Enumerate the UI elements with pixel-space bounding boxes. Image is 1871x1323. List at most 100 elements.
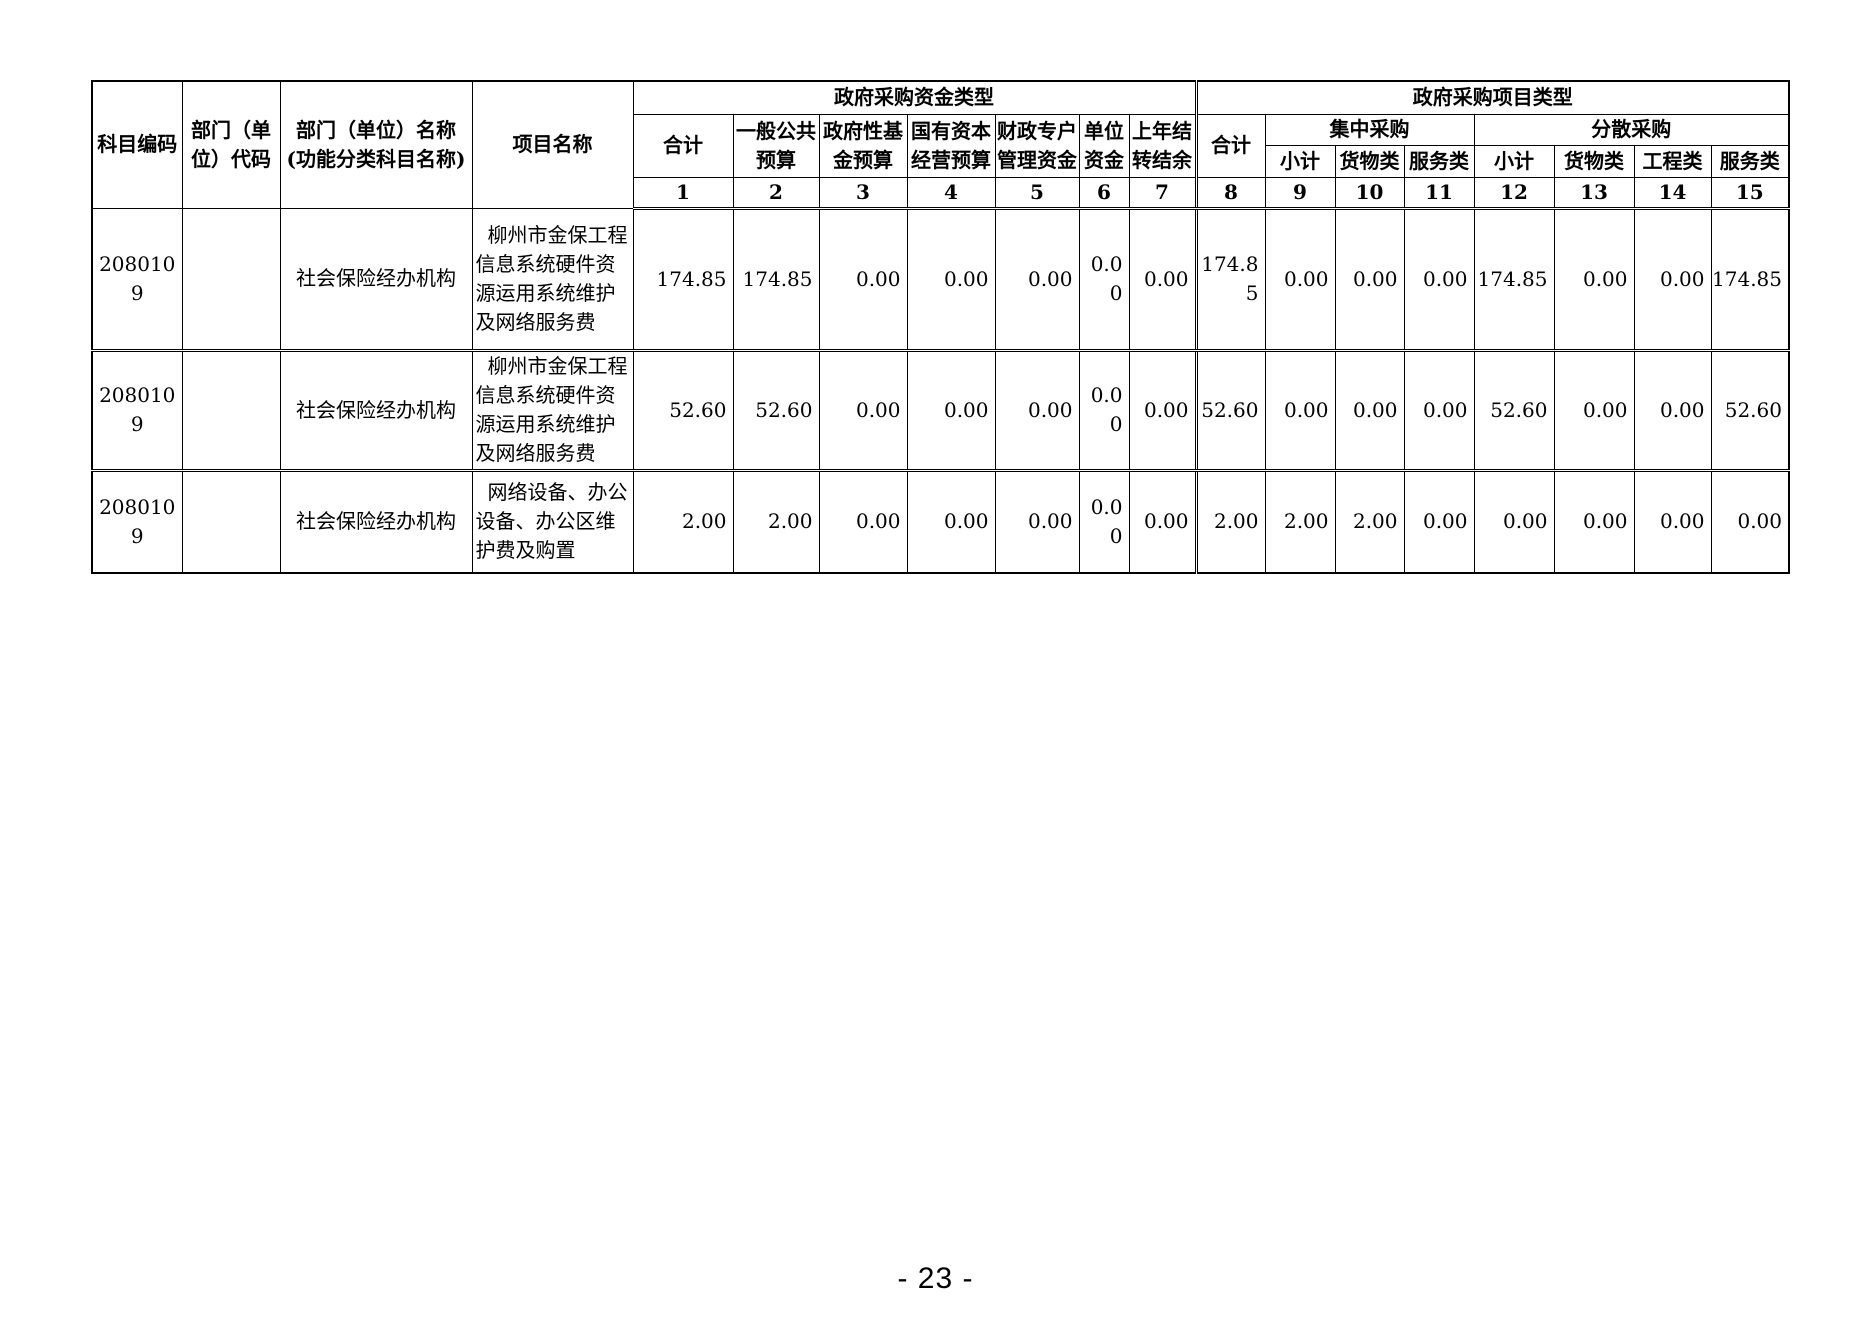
header-item-total: 合计 (1194, 113, 1266, 178)
cell-value: 52.60 (1710, 349, 1790, 472)
header-centralized-goods: 货物类 (1334, 144, 1405, 178)
header-govt-fund-budget: 政府性基金预算 (818, 113, 908, 178)
header-decentralized-group: 分散采购 (1473, 113, 1790, 146)
table-row: 2080109 社会保险经办机构 柳州市金保工程信息系统硬件资源运用系统维护及网… (91, 349, 1790, 472)
header-state-capital-budget: 国有资本经营预算 (906, 113, 996, 178)
cell-dept-name: 社会保险经办机构 (279, 207, 473, 352)
table-row: 2080109 社会保险经办机构 柳州市金保工程信息系统硬件资源运用系统维护及网… (91, 207, 1790, 352)
header-row-subcols: 小计 货物类 服务类 小计 货物类 工程类 服务类 (92, 144, 1790, 178)
cell-value: 0.00 (1633, 207, 1712, 352)
header-subject-code: 科目编码 (91, 80, 183, 209)
column-number: 12 (1473, 176, 1555, 210)
cell-project-name: 柳州市金保工程信息系统硬件资源运用系统维护及网络服务费 (471, 349, 634, 472)
header-decentralized-goods: 货物类 (1553, 144, 1635, 178)
cell-project-name: 网络设备、办公设备、办公区维护费及购置 (471, 469, 634, 574)
cell-value: 0.00 (1403, 469, 1475, 574)
cell-value: 0.00 (1710, 469, 1790, 574)
header-decentralized-services: 服务类 (1710, 144, 1790, 178)
header-item-type-group: 政府采购项目类型 (1194, 80, 1790, 115)
cell-value: 0.00 (1128, 349, 1197, 472)
cell-value: 52.60 (632, 349, 734, 472)
cell-value: 0.00 (1473, 469, 1555, 574)
cell-value: 0.00 (906, 349, 996, 472)
column-number: 15 (1710, 176, 1790, 210)
cell-value: 0.00 (1553, 349, 1635, 472)
cell-value: 0.00 (818, 349, 908, 472)
header-unit-funds: 单位资金 (1078, 113, 1130, 178)
cell-dept-code (181, 349, 281, 472)
cell-value: 0.00 (1334, 207, 1405, 352)
header-row-subgroups: 合计 一般公共预算 政府性基金预算 国有资本经营预算 财政专户管理资金 单位资金… (92, 113, 1790, 178)
column-number: 1 (632, 176, 734, 210)
cell-value: 52.60 (1194, 349, 1266, 472)
cell-value: 0.00 (818, 469, 908, 574)
page-number: - 23 - (897, 1262, 974, 1295)
table-row: 2080109 社会保险经办机构 网络设备、办公设备、办公区维护费及购置 2.0… (91, 469, 1790, 574)
column-number: 14 (1633, 176, 1712, 210)
cell-dept-code (181, 469, 281, 574)
cell-value: 174.85 (1194, 207, 1266, 352)
cell-dept-name: 社会保险经办机构 (279, 469, 473, 574)
cell-subject-code: 2080109 (91, 207, 183, 352)
cell-value: 0.00 (994, 349, 1080, 472)
column-number: 8 (1194, 176, 1266, 210)
cell-value: 2.00 (732, 469, 820, 574)
header-project-name: 项目名称 (471, 80, 634, 209)
header-centralized-subtotal: 小计 (1264, 144, 1336, 178)
column-number: 3 (818, 176, 908, 210)
cell-value: 0.00 (1264, 207, 1336, 352)
cell-value: 174.85 (1473, 207, 1555, 352)
cell-value: 0.00 (1553, 469, 1635, 574)
cell-dept-code (181, 207, 281, 352)
cell-project-name: 柳州市金保工程信息系统硬件资源运用系统维护及网络服务费 (471, 207, 634, 352)
column-number: 4 (906, 176, 996, 210)
cell-value: 0.00 (1403, 207, 1475, 352)
header-row-groups: 科目编码 部门（单位）代码 部门（单位）名称 (功能分类科目名称) 项目名称 政… (91, 80, 1790, 209)
cell-value: 0.00 (1078, 469, 1130, 574)
cell-value: 0.00 (1264, 349, 1336, 472)
cell-value: 52.60 (1473, 349, 1555, 472)
column-number: 6 (1078, 176, 1130, 210)
cell-value: 174.85 (1710, 207, 1790, 352)
cell-value: 0.00 (906, 207, 996, 352)
cell-value: 174.85 (632, 207, 734, 352)
cell-subject-code: 2080109 (91, 469, 183, 574)
column-number: 10 (1334, 176, 1405, 210)
cell-value: 2.00 (1194, 469, 1266, 574)
procurement-budget-table: 科目编码 部门（单位）代码 部门（单位）名称 (功能分类科目名称) 项目名称 政… (91, 80, 1790, 574)
cell-value: 0.00 (906, 469, 996, 574)
cell-value: 174.85 (732, 207, 820, 352)
cell-value: 0.00 (1334, 349, 1405, 472)
header-decentralized-works: 工程类 (1633, 144, 1712, 178)
cell-value: 0.00 (1078, 207, 1130, 352)
cell-value: 0.00 (1633, 349, 1712, 472)
cell-value: 0.00 (1553, 207, 1635, 352)
cell-value: 0.00 (1403, 349, 1475, 472)
column-number: 9 (1264, 176, 1336, 210)
column-number: 11 (1403, 176, 1475, 210)
cell-value: 0.00 (994, 207, 1080, 352)
header-general-public-budget: 一般公共预算 (732, 113, 820, 178)
header-fiscal-account-funds: 财政专户管理资金 (994, 113, 1080, 178)
header-centralized-services: 服务类 (1403, 144, 1475, 178)
cell-value: 0.00 (1128, 207, 1197, 352)
header-decentralized-subtotal: 小计 (1473, 144, 1555, 178)
cell-value: 0.00 (1078, 349, 1130, 472)
cell-dept-name: 社会保险经办机构 (279, 349, 473, 472)
cell-value: 2.00 (1264, 469, 1336, 574)
cell-value: 0.00 (1633, 469, 1712, 574)
cell-value: 52.60 (732, 349, 820, 472)
column-number: 5 (994, 176, 1080, 210)
cell-value: 2.00 (1334, 469, 1405, 574)
header-dept-name: 部门（单位）名称 (功能分类科目名称) (279, 80, 473, 209)
column-number: 2 (732, 176, 820, 210)
header-fund-type-group: 政府采购资金类型 (632, 80, 1197, 115)
header-row-column-numbers: 1 2 3 4 5 6 7 8 9 10 11 12 13 14 15 (92, 176, 1790, 210)
column-number: 7 (1128, 176, 1197, 210)
cell-value: 0.00 (818, 207, 908, 352)
header-centralized-group: 集中采购 (1264, 113, 1475, 146)
cell-value: 0.00 (1128, 469, 1197, 574)
header-fund-total: 合计 (632, 113, 734, 178)
cell-value: 0.00 (994, 469, 1080, 574)
